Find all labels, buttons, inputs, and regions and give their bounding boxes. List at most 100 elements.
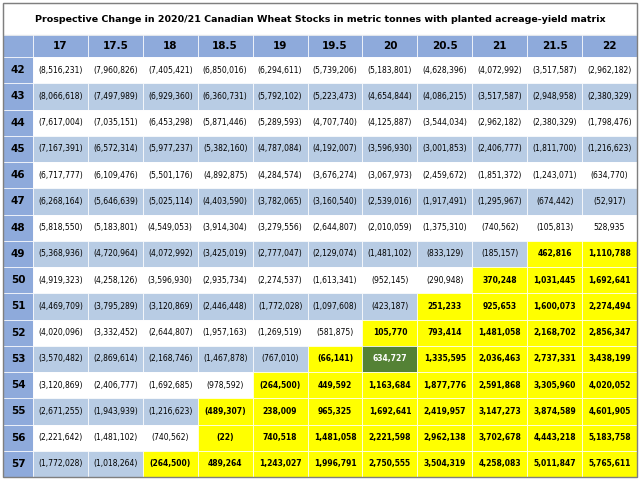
Text: (4,628,396): (4,628,396) <box>422 66 467 74</box>
Text: (2,539,016): (2,539,016) <box>367 197 412 206</box>
Text: (4,020,096): (4,020,096) <box>38 328 83 337</box>
Bar <box>198 162 253 188</box>
Text: 4,020,052: 4,020,052 <box>588 381 631 390</box>
Text: (7,405,421): (7,405,421) <box>148 66 193 74</box>
Bar <box>253 293 308 320</box>
Bar <box>253 424 308 451</box>
Bar <box>472 398 527 424</box>
Text: (674,442): (674,442) <box>536 197 573 206</box>
Text: (2,380,329): (2,380,329) <box>588 92 632 101</box>
Text: (4,284,574): (4,284,574) <box>258 170 303 180</box>
Bar <box>582 293 637 320</box>
Text: (581,875): (581,875) <box>316 328 354 337</box>
Text: 22: 22 <box>602 41 617 51</box>
Text: (1,772,028): (1,772,028) <box>258 302 302 311</box>
Text: (4,258,126): (4,258,126) <box>93 276 138 285</box>
Bar <box>582 372 637 398</box>
Text: (4,654,844): (4,654,844) <box>367 92 412 101</box>
Bar <box>198 188 253 215</box>
Bar <box>143 241 198 267</box>
Text: (1,851,372): (1,851,372) <box>477 170 522 180</box>
Text: (4,086,215): (4,086,215) <box>422 92 467 101</box>
Text: 965,325: 965,325 <box>318 407 352 416</box>
Text: (6,109,476): (6,109,476) <box>93 170 138 180</box>
Text: 449,592: 449,592 <box>318 381 352 390</box>
Bar <box>582 162 637 188</box>
Bar <box>3 3 637 35</box>
Bar <box>362 346 417 372</box>
Text: 55: 55 <box>11 407 25 416</box>
Text: 50: 50 <box>11 275 25 285</box>
Bar <box>143 136 198 162</box>
Bar <box>88 372 143 398</box>
Text: (5,368,936): (5,368,936) <box>38 250 83 258</box>
Bar <box>582 451 637 477</box>
Bar <box>527 346 582 372</box>
Text: (5,025,114): (5,025,114) <box>148 197 193 206</box>
Bar <box>582 35 637 57</box>
Bar <box>582 109 637 136</box>
Bar <box>582 57 637 83</box>
Text: (1,943,939): (1,943,939) <box>93 407 138 416</box>
Bar <box>417 346 472 372</box>
Text: (7,035,151): (7,035,151) <box>93 118 138 127</box>
Bar <box>362 215 417 241</box>
Text: 21.5: 21.5 <box>542 41 568 51</box>
Bar <box>417 215 472 241</box>
Bar <box>88 451 143 477</box>
Text: (6,572,314): (6,572,314) <box>93 144 138 154</box>
Text: 1,600,073: 1,600,073 <box>533 302 576 311</box>
Text: (3,279,556): (3,279,556) <box>258 223 303 232</box>
Text: 5,765,611: 5,765,611 <box>588 459 631 468</box>
Text: 793,414: 793,414 <box>428 328 462 337</box>
Text: (740,562): (740,562) <box>481 223 518 232</box>
Bar <box>417 241 472 267</box>
Bar <box>3 215 33 241</box>
Text: 740,518: 740,518 <box>263 433 298 442</box>
Text: (2,644,807): (2,644,807) <box>313 223 357 232</box>
Text: (1,295,967): (1,295,967) <box>477 197 522 206</box>
Text: (66,141): (66,141) <box>317 354 353 363</box>
Bar <box>3 267 33 293</box>
Bar <box>308 451 362 477</box>
Bar <box>472 320 527 346</box>
Text: 1,481,058: 1,481,058 <box>314 433 356 442</box>
Text: 370,248: 370,248 <box>483 276 517 285</box>
Text: (52,917): (52,917) <box>593 197 626 206</box>
Bar <box>582 424 637 451</box>
Text: 48: 48 <box>11 223 26 233</box>
Text: (5,183,801): (5,183,801) <box>93 223 138 232</box>
Text: 5,183,758: 5,183,758 <box>588 433 631 442</box>
Bar <box>472 109 527 136</box>
Text: 1,692,641: 1,692,641 <box>369 407 411 416</box>
Text: (952,145): (952,145) <box>371 276 408 285</box>
Bar <box>33 346 88 372</box>
Bar <box>582 136 637 162</box>
Text: 2,274,494: 2,274,494 <box>588 302 631 311</box>
Text: 1,335,595: 1,335,595 <box>424 354 466 363</box>
Bar <box>198 35 253 57</box>
Bar <box>3 293 33 320</box>
Text: 1,481,058: 1,481,058 <box>479 328 521 337</box>
Text: (767,010): (767,010) <box>261 354 299 363</box>
Bar <box>472 83 527 109</box>
Bar <box>253 215 308 241</box>
Bar <box>143 57 198 83</box>
Text: (5,977,237): (5,977,237) <box>148 144 193 154</box>
Bar <box>88 162 143 188</box>
Bar <box>253 188 308 215</box>
Bar <box>143 188 198 215</box>
Text: (4,192,007): (4,192,007) <box>313 144 357 154</box>
Text: (3,676,274): (3,676,274) <box>312 170 357 180</box>
Text: 53: 53 <box>11 354 25 364</box>
Text: 1,163,684: 1,163,684 <box>369 381 412 390</box>
Text: (6,929,360): (6,929,360) <box>148 92 193 101</box>
Text: (4,892,875): (4,892,875) <box>203 170 248 180</box>
Bar <box>527 136 582 162</box>
Bar <box>417 451 472 477</box>
Text: (5,646,639): (5,646,639) <box>93 197 138 206</box>
Bar <box>308 346 362 372</box>
Text: 925,653: 925,653 <box>483 302 516 311</box>
Bar <box>527 320 582 346</box>
Text: (2,962,182): (2,962,182) <box>477 118 522 127</box>
